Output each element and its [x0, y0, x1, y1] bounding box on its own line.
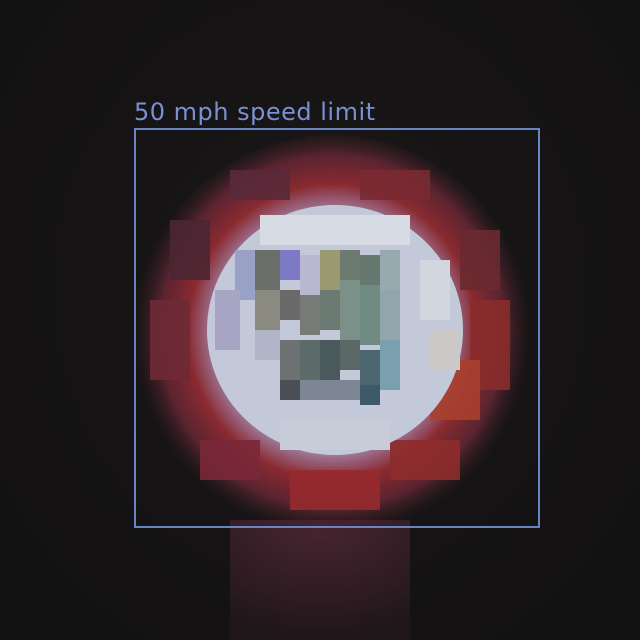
pixel-mosaic — [150, 170, 510, 510]
speed-digits-blur — [255, 250, 400, 405]
detection-label: 50 mph speed limit — [134, 98, 376, 126]
detection-bounding-box — [134, 128, 540, 528]
